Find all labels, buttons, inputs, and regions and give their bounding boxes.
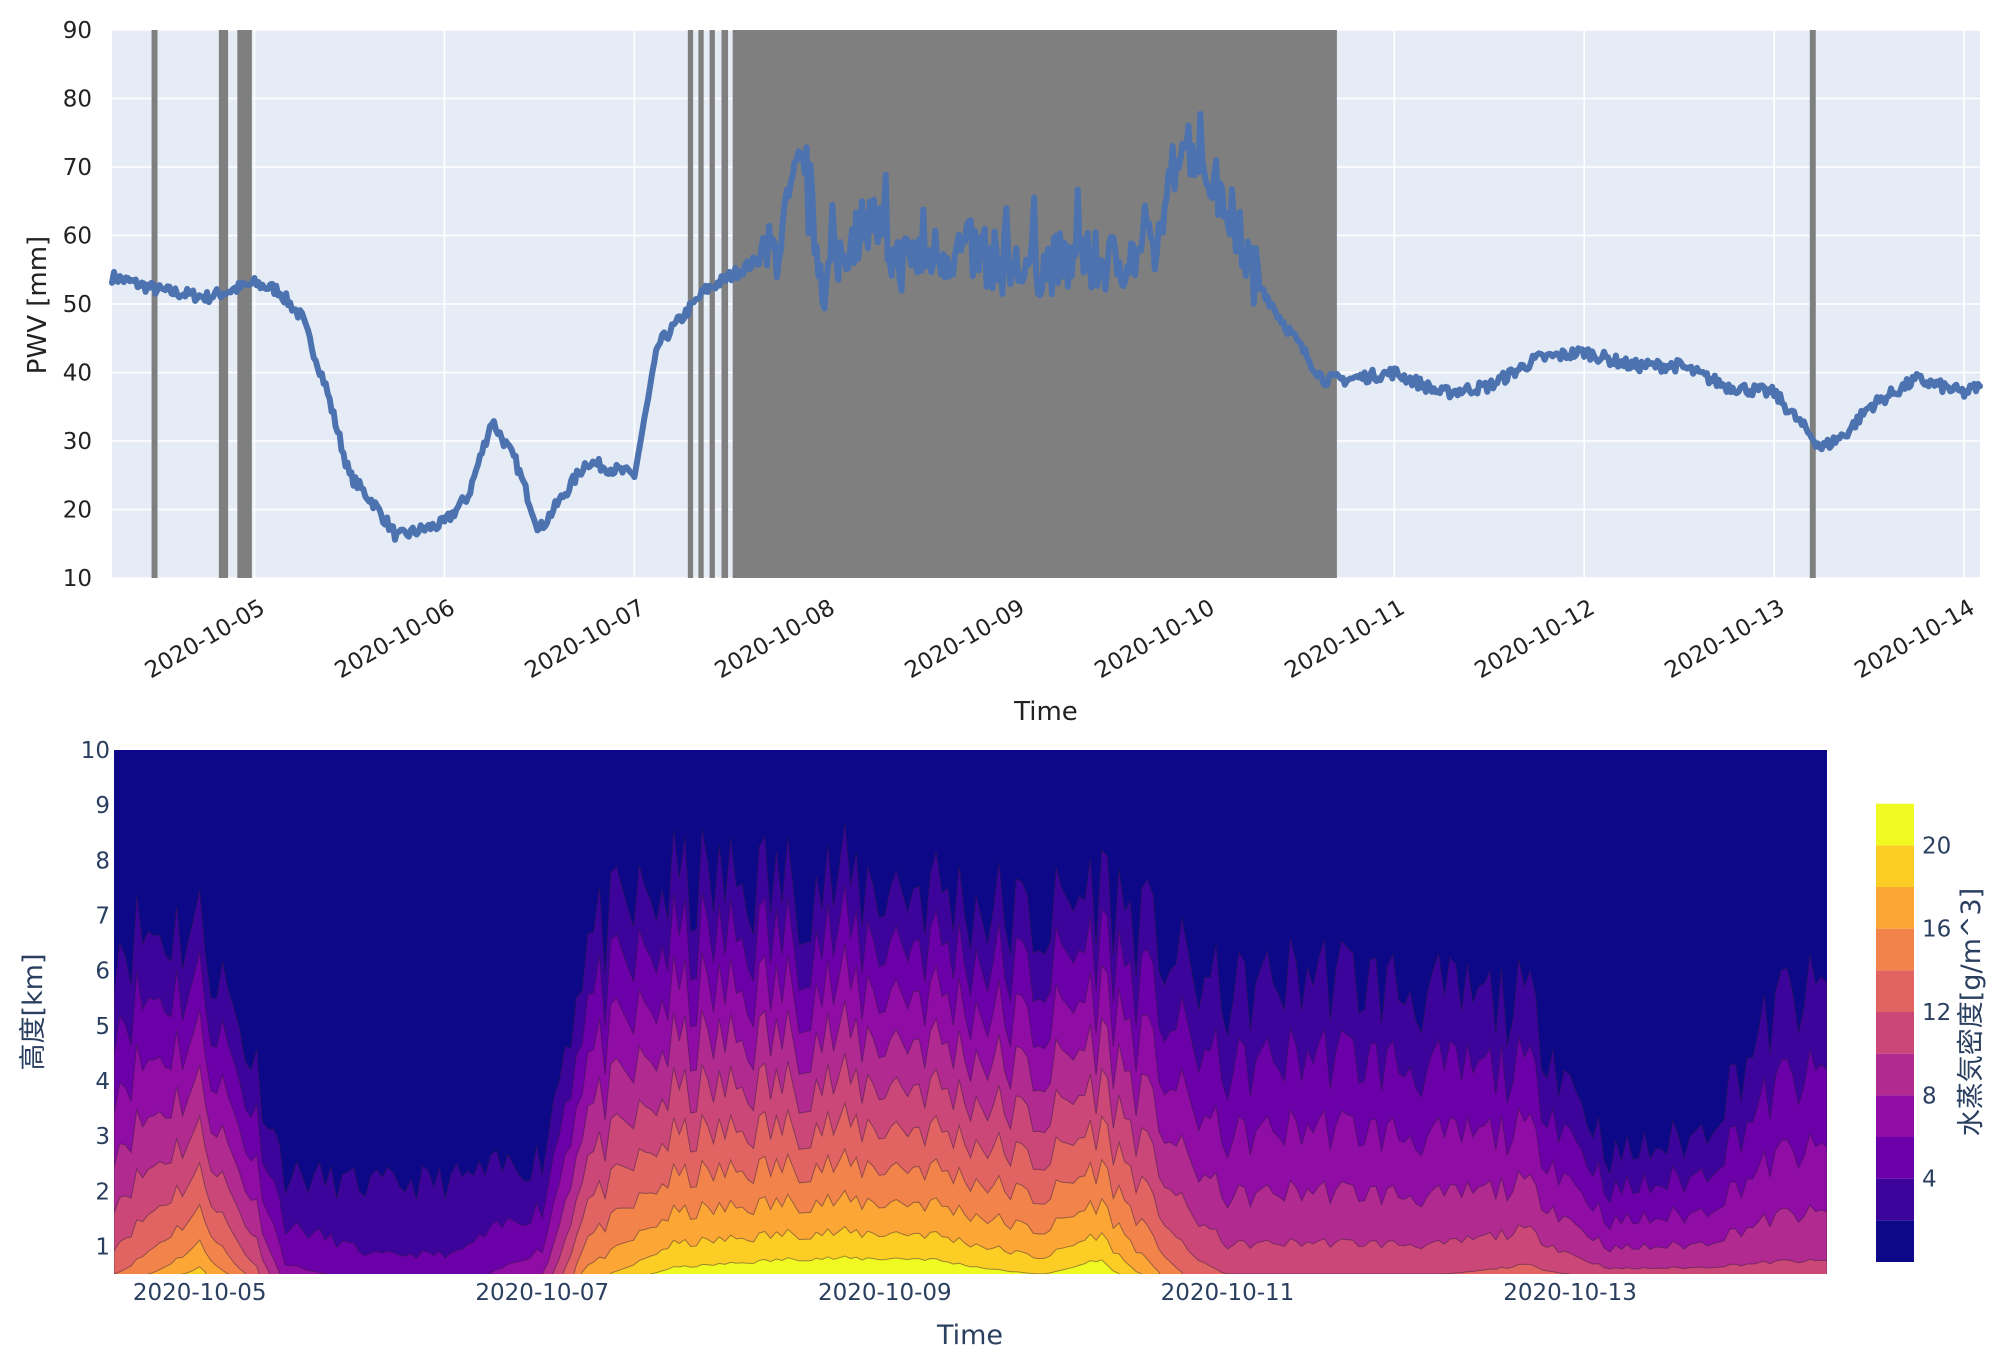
water-vapor-y-tick-label: 2 bbox=[95, 1179, 110, 1205]
colorbar-tick-label: 20 bbox=[1922, 833, 1951, 859]
colorbar-segment bbox=[1876, 1178, 1914, 1221]
colorbar-tick-label: 12 bbox=[1922, 1000, 1951, 1026]
water-vapor-contour-bands bbox=[114, 822, 1827, 1274]
pwv-x-axis-title: Time bbox=[1013, 697, 1078, 727]
water-vapor-y-tick-labels: 1 2 3 4 5 6 7 8 9 10 bbox=[81, 738, 110, 1260]
water-vapor-y-tick-label: 9 bbox=[95, 793, 110, 819]
pwv-y-tick-labels: 10 20 30 40 50 60 70 80 90 bbox=[63, 18, 92, 592]
pwv-x-tick-label: 2020-10-05 bbox=[141, 595, 270, 684]
pwv-x-tick-label: 2020-10-12 bbox=[1470, 595, 1599, 684]
water-vapor-y-tick-label: 5 bbox=[95, 1014, 110, 1040]
pwv-y-tick-label: 60 bbox=[63, 224, 92, 250]
pwv-shaded-period bbox=[709, 30, 715, 578]
pwv-y-tick-label: 80 bbox=[63, 87, 92, 113]
pwv-y-tick-label: 30 bbox=[63, 429, 92, 455]
colorbar-segments bbox=[1876, 803, 1914, 1262]
colorbar-segment bbox=[1876, 1220, 1914, 1262]
pwv-shaded-period bbox=[698, 30, 704, 578]
colorbar-segment bbox=[1876, 887, 1914, 929]
water-vapor-y-tick-label: 1 bbox=[95, 1234, 110, 1260]
pwv-x-tick-label: 2020-10-10 bbox=[1091, 595, 1220, 684]
water-vapor-x-tick-labels: 2020-10-05 2020-10-07 2020-10-09 2020-10-11… bbox=[133, 1280, 1637, 1306]
pwv-y-tick-label: 70 bbox=[63, 155, 92, 181]
pwv-y-tick-label: 90 bbox=[63, 18, 92, 44]
pwv-series-line bbox=[109, 110, 1983, 543]
colorbar-segment bbox=[1876, 803, 1914, 846]
colorbar-segment bbox=[1876, 970, 1914, 1012]
colorbar-segment bbox=[1876, 1053, 1914, 1096]
pwv-x-tick-label: 2020-10-14 bbox=[1850, 595, 1979, 684]
water-vapor-x-tick-label: 2020-10-11 bbox=[1161, 1280, 1295, 1306]
colorbar-segment bbox=[1876, 928, 1914, 971]
colorbar-tick-label: 8 bbox=[1922, 1083, 1937, 1109]
water-vapor-y-tick-label: 6 bbox=[95, 959, 110, 985]
water-vapor-y-tick-label: 8 bbox=[95, 848, 110, 874]
pwv-y-tick-label: 10 bbox=[63, 566, 92, 592]
colorbar-segment bbox=[1876, 1137, 1914, 1179]
colorbar-title: 水蒸気密度[g/m^3] bbox=[1956, 888, 1987, 1136]
colorbar-tick-label: 4 bbox=[1922, 1167, 1937, 1193]
water-vapor-x-tick-label: 2020-10-09 bbox=[818, 1280, 952, 1306]
pwv-shaded-period bbox=[151, 30, 158, 578]
water-vapor-y-tick-label: 4 bbox=[95, 1069, 110, 1095]
colorbar-tick-label: 16 bbox=[1922, 917, 1951, 943]
colorbar-segment bbox=[1876, 1095, 1914, 1137]
pwv-y-tick-label: 50 bbox=[63, 292, 92, 318]
water-vapor-x-tick-label: 2020-10-05 bbox=[133, 1280, 267, 1306]
pwv-shaded-period bbox=[1809, 30, 1816, 578]
colorbar: 4 8 12 16 20 水蒸気密度[g/m^3] bbox=[1876, 803, 1987, 1262]
colorbar-segment bbox=[1876, 1012, 1914, 1054]
pwv-y-axis-title: PWV [mm] bbox=[23, 236, 53, 374]
pwv-x-tick-label: 2020-10-08 bbox=[711, 595, 840, 684]
colorbar-segment bbox=[1876, 845, 1914, 887]
pwv-shaded-period bbox=[721, 30, 729, 578]
pwv-x-tick-label: 2020-10-07 bbox=[521, 595, 650, 684]
pwv-x-tick-labels: 2020-10-05 2020-10-06 2020-10-07 2020-10-08… bbox=[141, 595, 1979, 684]
pwv-shaded-period bbox=[218, 30, 229, 578]
colorbar-tick-labels: 4 8 12 16 20 bbox=[1922, 833, 1951, 1192]
pwv-x-tick-label: 2020-10-06 bbox=[331, 595, 460, 684]
water-vapor-y-tick-label: 3 bbox=[95, 1124, 110, 1150]
water-vapor-y-tick-label: 10 bbox=[81, 738, 110, 764]
pwv-x-tick-label: 2020-10-13 bbox=[1660, 595, 1789, 684]
water-vapor-x-axis-title: Time bbox=[936, 1320, 1003, 1351]
pwv-x-tick-label: 2020-10-09 bbox=[901, 595, 1030, 684]
water-vapor-x-tick-label: 2020-10-13 bbox=[1503, 1280, 1637, 1306]
pwv-shaded-period bbox=[732, 30, 1337, 578]
water-vapor-y-tick-label: 7 bbox=[95, 903, 110, 929]
pwv-series bbox=[109, 110, 1983, 543]
pwv-shaded-period bbox=[237, 30, 252, 578]
water-vapor-y-axis-title: 高度[km] bbox=[18, 953, 49, 1070]
pwv-x-tick-label: 2020-10-11 bbox=[1281, 595, 1410, 684]
water-vapor-contour-band bbox=[650, 1255, 1120, 1274]
pwv-y-tick-label: 20 bbox=[63, 498, 92, 524]
water-vapor-x-tick-label: 2020-10-07 bbox=[475, 1280, 609, 1306]
pwv-y-tick-label: 40 bbox=[63, 361, 92, 387]
